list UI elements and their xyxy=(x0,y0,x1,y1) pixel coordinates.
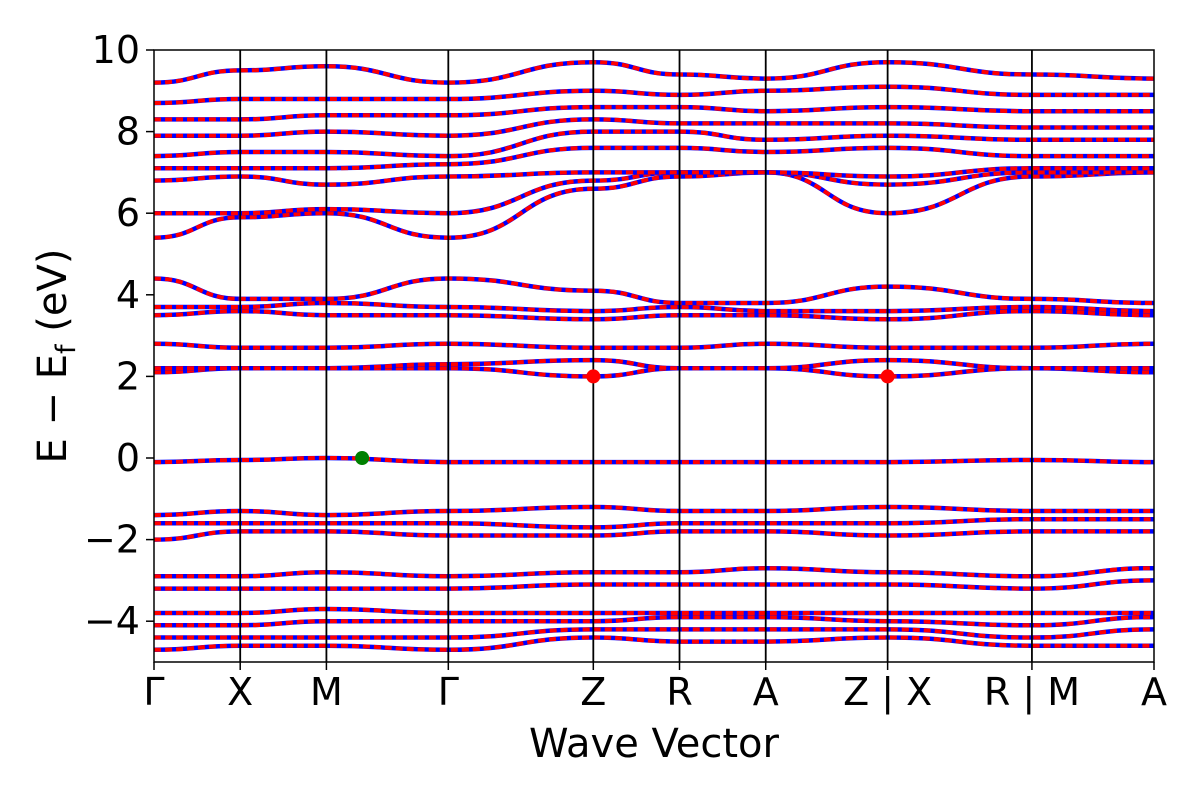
y-tick-label: 10 xyxy=(92,28,140,72)
band-2-spin-down xyxy=(154,627,1154,640)
plot-frame xyxy=(153,49,1155,663)
x-axis-ticks: Γ X M Γ Z R A Z | X R | M A xyxy=(143,662,1167,715)
band-23-spin-down xyxy=(154,105,1154,122)
band-lines xyxy=(154,59,1154,653)
marked-points xyxy=(355,369,895,465)
x-tick-label: Γ xyxy=(438,670,459,714)
x-axis-label: Wave Vector xyxy=(529,721,780,767)
band-20-spin-down xyxy=(154,145,1154,171)
y-tick-label: −2 xyxy=(84,518,140,562)
band-5-spin-down xyxy=(154,578,1154,591)
y-tick-label: 2 xyxy=(116,354,140,398)
marked-point xyxy=(586,369,601,384)
x-tick-label: Γ xyxy=(143,670,164,714)
band-9-spin-down xyxy=(154,504,1154,518)
y-tick-label: 4 xyxy=(116,273,140,317)
band-1-spin-down xyxy=(154,635,1154,652)
band-4-spin-down xyxy=(154,606,1154,616)
band-13-spin-down xyxy=(154,341,1154,350)
x-tick-label: Z | X xyxy=(843,670,932,715)
band-25-spin-down xyxy=(154,60,1154,85)
x-tick-label: A xyxy=(753,670,779,714)
y-axis-label-unit: (eV) xyxy=(30,249,76,345)
marked-point xyxy=(355,451,370,465)
marked-point xyxy=(880,369,895,384)
band-7-spin-down xyxy=(154,529,1154,542)
band-12-spin-down xyxy=(154,358,1154,371)
y-tick-label: −4 xyxy=(84,599,140,643)
y-tick-label: 6 xyxy=(116,191,140,235)
y-axis-label-subscript: f xyxy=(51,343,82,354)
band-22-spin-down xyxy=(154,117,1154,138)
y-axis-label-main: E − E xyxy=(30,354,76,464)
x-tick-label: M xyxy=(310,670,343,714)
y-tick-label: 8 xyxy=(116,110,140,154)
y-axis-label: E − Ef (eV) xyxy=(30,249,82,464)
band-15-spin-down xyxy=(154,300,1154,314)
y-axis-ticks: −4 −2 0 2 4 6 8 10 xyxy=(84,28,154,643)
band-24-spin-down xyxy=(154,84,1154,105)
band-8-spin-down xyxy=(154,517,1154,530)
band-18-spin-down xyxy=(154,170,1154,216)
x-tick-label: R | M xyxy=(984,670,1080,715)
band-6-spin-down xyxy=(154,566,1154,579)
band-10-spin-down xyxy=(154,455,1154,465)
x-tick-label: A xyxy=(1141,670,1167,714)
x-tick-label: Z xyxy=(580,670,606,714)
y-tick-label: 0 xyxy=(116,436,140,480)
x-tick-label: X xyxy=(227,670,253,714)
band-19-spin-down xyxy=(154,166,1154,187)
band-16-spin-down xyxy=(154,276,1154,306)
band-3-spin-down xyxy=(154,615,1154,628)
x-tick-label: R xyxy=(666,670,692,714)
band-17-spin-down xyxy=(154,170,1154,240)
band-21-spin-down xyxy=(154,129,1154,159)
high-symmetry-lines xyxy=(239,50,1033,662)
band-14-spin-down xyxy=(154,309,1154,322)
